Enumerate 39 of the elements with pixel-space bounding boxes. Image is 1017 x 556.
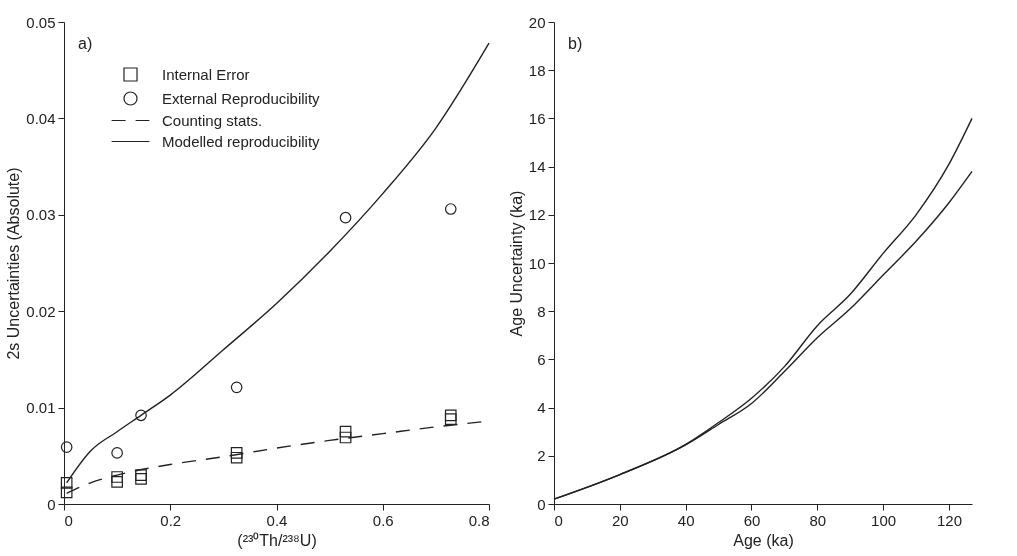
x-tick-label: 0.4 [266,511,288,529]
x-tick-label: 120 [936,511,962,529]
y-tick-label: 18 [528,61,546,79]
x-tick-label: 20 [611,511,629,529]
x-tick-label: 0.6 [372,511,394,529]
legend-label: Internal Error [162,65,250,83]
x-tick-label: 0 [64,511,73,529]
y-tick-label: 0.04 [26,109,56,127]
legend-label: Counting stats. [162,111,263,129]
y-tick-label: 0.01 [26,399,56,417]
x-axis-title: Age (ka) [733,531,794,549]
y-tick-label: 4 [537,399,546,417]
y-tick-label: 2 [537,447,546,465]
x-tick-label: 0.8 [468,511,490,529]
y-tick-label: 16 [528,109,546,127]
y-tick-label: 20 [528,13,546,31]
y-tick-label: 10 [528,254,546,272]
y-tick-label: 12 [528,206,546,224]
x-tick-label: 80 [809,511,827,529]
x-axis-title: (²³⁰Th/²³⁸U) [237,531,317,549]
y-tick-label: 6 [537,350,546,368]
x-tick-label: 100 [871,511,897,529]
y-tick-label: 14 [528,158,546,176]
y-tick-label: 0 [47,495,56,513]
y-tick-label: 8 [537,302,546,320]
y-axis-title: Age Uncertainty (ka) [507,190,525,337]
annotation: a) [78,35,93,52]
y-tick-label: 0 [537,495,546,513]
x-tick-label: 40 [677,511,695,529]
legend-label: Modelled reproducibility [162,132,321,150]
annotation: b) [568,35,583,52]
y-tick-label: 0.03 [26,206,56,224]
legend-label: External Reproducibility [162,89,321,107]
y-tick-label: 0.02 [26,302,56,320]
x-tick-label: 60 [743,511,761,529]
x-tick-label: 0.2 [160,511,182,529]
y-tick-label: 0.05 [26,13,56,31]
x-tick-label: 0 [554,511,563,529]
y-axis-title: 2s Uncertainties (Absolute) [5,167,23,360]
